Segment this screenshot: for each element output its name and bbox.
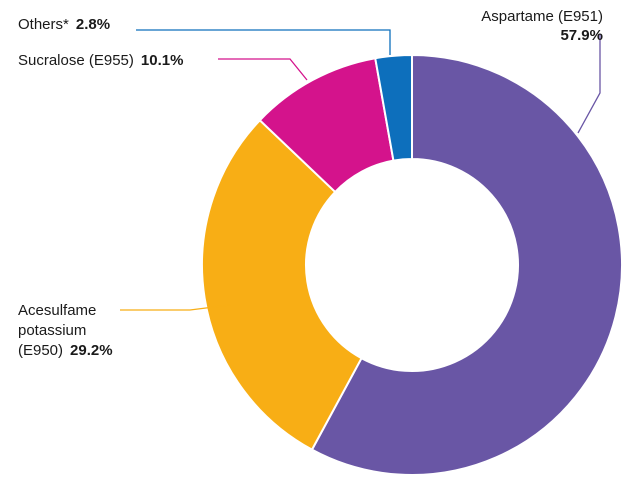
leader-line bbox=[577, 34, 601, 134]
slice-label-line: (E950) bbox=[18, 342, 63, 359]
leader-line bbox=[136, 29, 391, 55]
slice-label-line: Acesulfame bbox=[18, 302, 96, 319]
leader-lines bbox=[120, 29, 601, 311]
slice-label-line: Aspartame (E951) bbox=[481, 8, 603, 25]
slice-label: Acesulfame potassium (E950) 29.2% bbox=[18, 302, 113, 359]
slice-value-label: 57.9% bbox=[560, 27, 603, 44]
slice-label: Aspartame (E951) 57.9% bbox=[481, 8, 603, 44]
donut-slices bbox=[201, 54, 623, 476]
slice-value-label: 2.8% bbox=[76, 16, 110, 33]
slice-acesulfame-potassium-e950 bbox=[201, 119, 363, 451]
slice-label-line: potassium bbox=[18, 322, 86, 339]
leader-line bbox=[120, 304, 231, 311]
slice-label-line: Sucralose (E955) bbox=[18, 52, 134, 69]
slice-label: Sucralose (E955) 10.1% bbox=[18, 52, 183, 69]
slice-aspartame-e951 bbox=[310, 54, 623, 476]
slice-others bbox=[374, 54, 413, 162]
slice-label-line: Others* bbox=[18, 16, 69, 33]
leader-line bbox=[218, 58, 308, 81]
slice-value-label: 10.1% bbox=[141, 52, 184, 69]
slice-labels: Aspartame (E951) 57.9% Acesulfame potassium… bbox=[18, 8, 603, 359]
slice-label: Others* 2.8% bbox=[18, 16, 110, 33]
slice-value-label: 29.2% bbox=[70, 342, 113, 359]
